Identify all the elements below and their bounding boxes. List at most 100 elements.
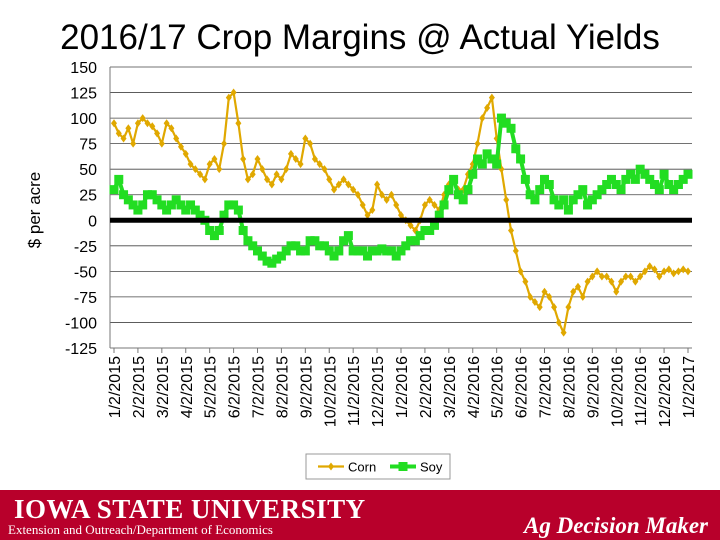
data-point-corn: [216, 165, 223, 174]
data-point-soy: [186, 200, 196, 210]
data-point-corn: [579, 292, 586, 301]
x-tick-label: 7/2/2016: [538, 356, 555, 418]
y-tick-label: -50: [74, 264, 97, 281]
legend-box: [305, 453, 451, 480]
data-point-soy: [123, 195, 133, 205]
data-point-corn: [546, 292, 553, 301]
data-point-corn: [321, 165, 328, 174]
x-tick-label: 11/2/2016: [633, 356, 650, 426]
data-point-corn: [111, 119, 117, 128]
data-point-corn: [374, 180, 381, 189]
data-point-soy: [669, 185, 679, 195]
data-point-soy: [516, 154, 526, 164]
data-point-corn: [354, 190, 361, 199]
data-point-soy: [616, 185, 626, 195]
data-point-soy: [492, 159, 502, 169]
data-point-corn: [426, 195, 433, 204]
data-point-soy: [501, 118, 511, 128]
data-point-corn: [335, 180, 342, 189]
data-point-soy: [257, 251, 267, 261]
data-point-corn: [618, 277, 625, 286]
data-point-corn: [503, 195, 510, 204]
data-point-corn: [345, 180, 352, 189]
data-point-soy: [281, 246, 291, 256]
x-tick-label: 12/2/2016: [657, 356, 674, 427]
data-point-corn: [522, 277, 529, 286]
data-point-corn: [311, 154, 318, 163]
axes: [109, 67, 692, 353]
data-point-soy: [339, 236, 349, 246]
data-point-corn: [512, 246, 519, 255]
data-point-soy: [324, 246, 334, 256]
data-point-corn: [187, 160, 194, 169]
data-point-corn: [201, 175, 208, 184]
data-point-soy: [406, 236, 416, 246]
data-point-corn: [292, 154, 299, 163]
data-point-soy: [650, 180, 660, 190]
data-point-soy: [276, 251, 286, 261]
data-point-soy: [162, 205, 172, 215]
x-tick-label: 10/2/2016: [609, 356, 626, 427]
y-tick-label: 0: [88, 213, 97, 230]
data-point-corn: [273, 170, 280, 179]
x-tick-label: 5/2/2016: [490, 356, 507, 418]
data-point-soy: [386, 246, 396, 256]
data-point-soy: [420, 225, 430, 235]
data-point-corn: [163, 119, 170, 128]
data-point-soy: [482, 149, 492, 159]
data-point-corn: [646, 262, 653, 271]
data-point-corn: [369, 206, 376, 215]
data-point-soy: [673, 180, 683, 190]
x-tick-label: 5/2/2015: [203, 356, 220, 418]
data-point-soy: [525, 190, 535, 200]
data-point-soy: [487, 154, 497, 164]
data-point-soy: [166, 200, 176, 210]
data-point-soy: [396, 246, 406, 256]
tick-labels: 150 125 100 75 50 25 0 -25 -50 -75 -100 -125 1/2/201…: [65, 60, 698, 427]
data-point-soy: [214, 225, 224, 235]
data-point-soy: [559, 195, 569, 205]
data-point-soy: [190, 205, 200, 215]
data-point-corn: [144, 119, 151, 128]
data-point-corn: [378, 190, 385, 199]
data-point-soy: [138, 200, 148, 210]
data-point-corn: [240, 154, 247, 163]
data-point-corn: [555, 318, 562, 327]
data-point-soy: [463, 185, 473, 195]
data-point-soy: [635, 164, 645, 174]
data-point-corn: [302, 134, 309, 143]
data-point-corn: [158, 139, 165, 148]
data-point-soy: [626, 169, 636, 179]
data-point-corn: [331, 185, 338, 194]
data-point-soy: [444, 185, 454, 195]
data-point-corn: [383, 195, 390, 204]
data-point-soy: [678, 174, 688, 184]
data-point-soy: [205, 225, 215, 235]
crop-margin-chart: 150 125 100 75 50 25 0 -25 -50 -75 -100 -125 1/2/201…: [25, 60, 698, 480]
data-point-soy: [573, 190, 583, 200]
data-point-corn: [221, 139, 228, 148]
data-point-corn: [173, 134, 180, 143]
data-point-corn: [656, 272, 663, 281]
data-point-corn: [565, 303, 572, 312]
data-point-soy: [305, 236, 315, 246]
x-tick-label: 4/2/2016: [466, 356, 483, 418]
y-tick-label: 100: [70, 111, 97, 128]
data-point-corn: [340, 175, 347, 184]
data-point-soy: [229, 200, 239, 210]
series-layer: [109, 88, 693, 337]
data-point-soy: [611, 180, 621, 190]
data-point-corn: [268, 180, 275, 189]
data-point-corn: [225, 93, 232, 102]
x-tick-label: 4/2/2015: [179, 356, 196, 418]
x-tick-label: 7/2/2015: [251, 356, 268, 418]
data-point-soy: [372, 246, 382, 256]
x-tick-label: 2/2/2016: [418, 356, 435, 418]
data-point-soy: [315, 241, 325, 251]
data-point-corn: [326, 175, 333, 184]
x-tick-label: 3/2/2015: [155, 356, 172, 418]
data-point-corn: [307, 139, 314, 148]
data-point-soy: [439, 200, 449, 210]
data-point-soy: [535, 185, 545, 195]
x-tick-label: 8/2/2015: [274, 356, 291, 418]
